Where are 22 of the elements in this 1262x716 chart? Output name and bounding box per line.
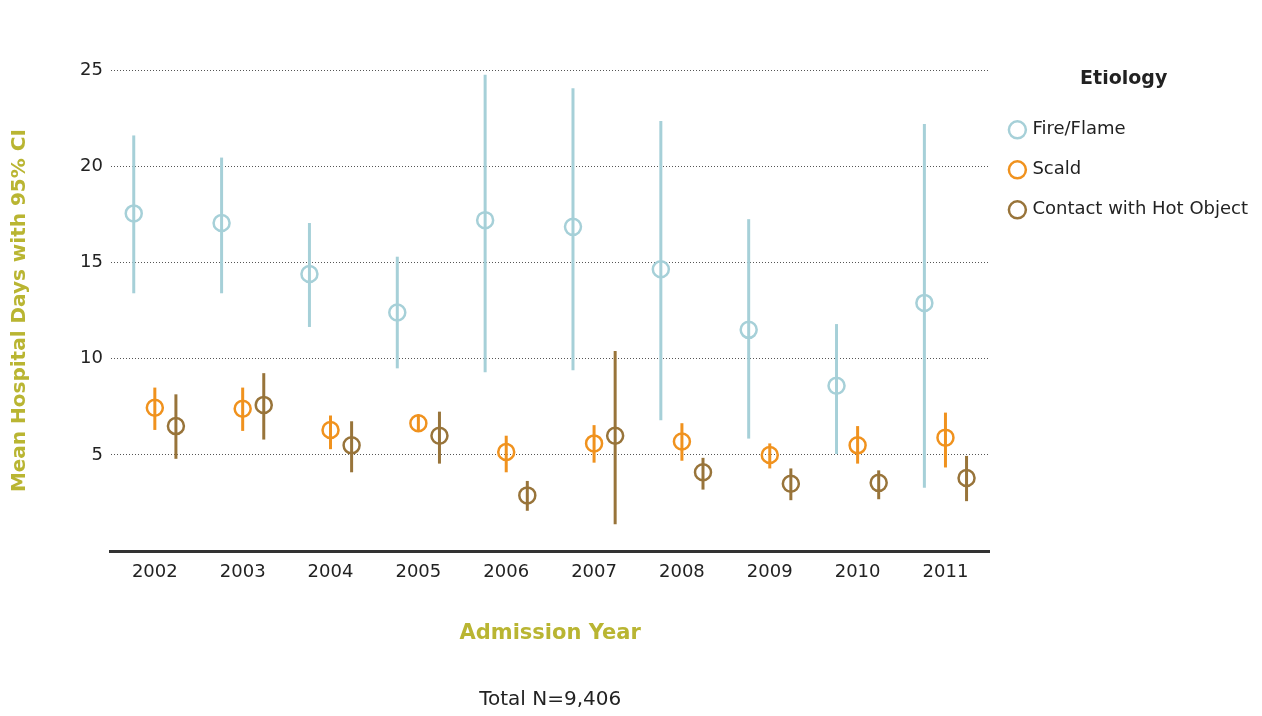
x-tick-label: 2007 xyxy=(571,559,617,581)
x-tick-label: 2004 xyxy=(307,559,354,581)
x-tick-label: 2002 xyxy=(131,559,178,581)
y-axis-title: Mean Hospital Days with 95% CI xyxy=(6,129,31,493)
x-axis-title: Admission Year xyxy=(459,619,642,644)
text: Total N=9,406 xyxy=(478,686,622,711)
y-tick-label: 5 xyxy=(91,442,103,464)
x-tick-label: 2008 xyxy=(659,559,705,581)
x-tick-label: 2006 xyxy=(483,559,530,581)
y-tick-label: 20 xyxy=(80,153,103,175)
y-tick-label: 10 xyxy=(80,346,103,368)
legend-label: Scald xyxy=(1032,157,1082,179)
legend-title: Etiology xyxy=(1080,66,1168,89)
x-tick-label: 2009 xyxy=(746,559,793,581)
x-tick-label: 2010 xyxy=(834,559,881,581)
x-tick-label: 2005 xyxy=(395,559,442,581)
y-tick-label: 25 xyxy=(80,57,103,79)
legend-label: Contact with Hot Object xyxy=(1032,197,1249,219)
legend-label: Fire/Flame xyxy=(1032,117,1126,139)
x-tick-label: 2011 xyxy=(922,559,969,581)
x-tick-label: 2003 xyxy=(219,559,266,581)
y-tick-label: 15 xyxy=(80,250,103,272)
